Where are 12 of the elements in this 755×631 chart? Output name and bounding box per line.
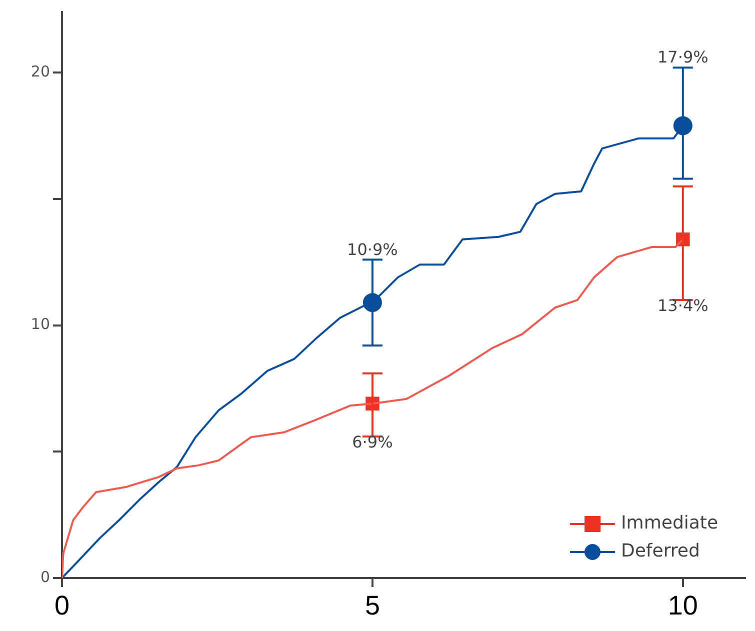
data-label: 13·4% xyxy=(657,296,708,316)
y-tick-label: 0 xyxy=(40,568,50,586)
y-tick-label: 10 xyxy=(30,315,50,334)
x-tick-label: 0 xyxy=(54,590,70,621)
data-label: 6·9% xyxy=(352,432,393,452)
x-tick-label: 10 xyxy=(668,590,698,621)
x-tick-label: 5 xyxy=(364,590,380,621)
data-label: 17·9% xyxy=(657,48,708,67)
data-label: 10·9% xyxy=(347,240,398,259)
y-tick-label: 20 xyxy=(30,62,50,81)
legend-label: Immediate xyxy=(621,512,718,534)
legend-label: Deferred xyxy=(621,540,700,562)
